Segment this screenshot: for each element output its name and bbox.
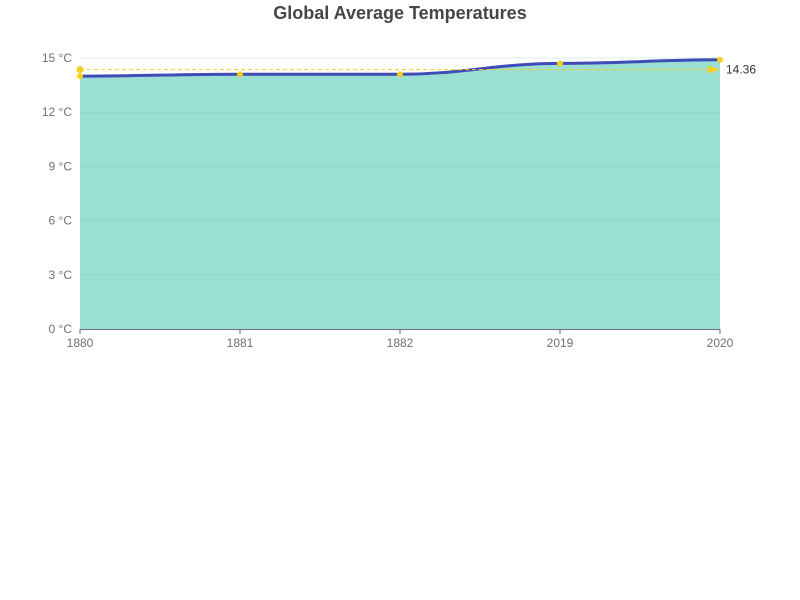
- data-point-0[interactable]: [77, 73, 83, 80]
- x-tick-label-1: 1881: [227, 336, 254, 350]
- data-point-4[interactable]: [717, 56, 723, 63]
- average-mark-label: 14.36: [726, 63, 756, 77]
- y-tick-label-3: 9 °C: [49, 159, 73, 173]
- y-tick-label-2: 6 °C: [49, 214, 73, 228]
- data-point-2[interactable]: [397, 71, 403, 78]
- average-mark-start: [76, 66, 84, 74]
- y-tick-label-0: 0 °C: [49, 322, 73, 336]
- x-tick-label-4: 2020: [707, 336, 734, 350]
- chart-title: Global Average Temperatures: [273, 3, 527, 23]
- y-tick-label-5: 15 °C: [42, 51, 72, 65]
- average-mark-arrow: [708, 65, 720, 74]
- y-tick-label-4: 12 °C: [42, 105, 72, 119]
- y-tick-label-1: 3 °C: [49, 268, 73, 282]
- series-area: [80, 59, 720, 329]
- data-point-3[interactable]: [557, 60, 563, 67]
- x-tick-label-0: 1880: [67, 336, 94, 350]
- x-tick-label-3: 2019: [547, 336, 574, 350]
- data-point-1[interactable]: [237, 71, 243, 78]
- x-tick-label-2: 1882: [387, 336, 414, 350]
